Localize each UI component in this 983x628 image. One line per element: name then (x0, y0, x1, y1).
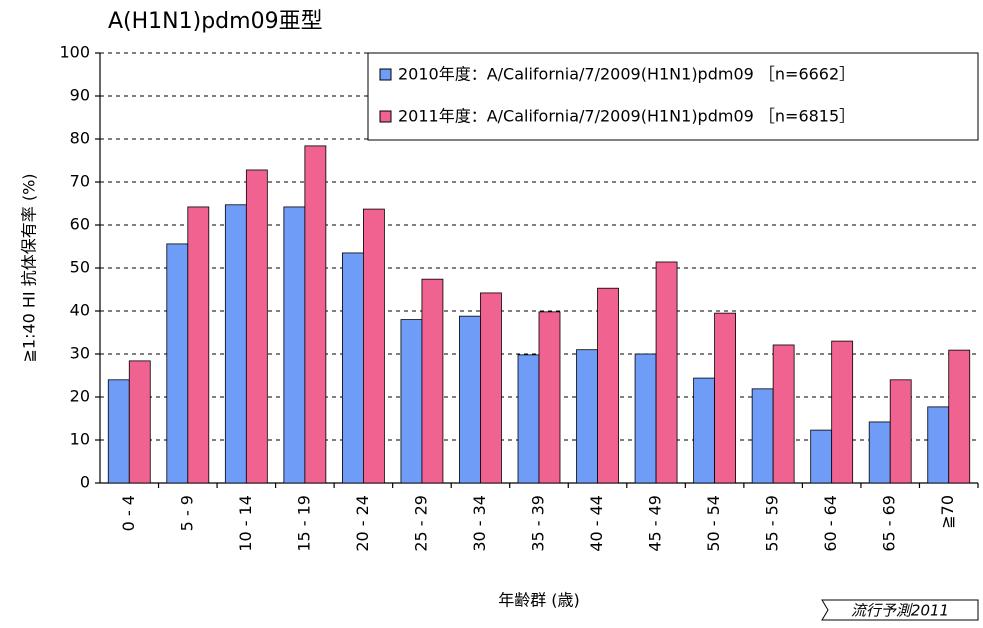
bar (421, 278, 444, 484)
bar (889, 379, 912, 484)
bar (714, 312, 736, 484)
legend-label: 2011年度：A/California/7/2009(H1N1)pdm09 ［n… (398, 107, 855, 126)
legend-swatch (379, 110, 392, 123)
bar (634, 353, 657, 484)
x-tick-label: 20 - 24 (353, 495, 372, 552)
bar (304, 145, 327, 484)
bar (187, 206, 210, 484)
bar (362, 208, 385, 484)
bar (693, 377, 715, 484)
bar (166, 243, 189, 484)
y-tick-label: 50 (70, 258, 90, 277)
bar (480, 292, 502, 484)
y-tick-label: 100 (59, 43, 90, 62)
y-tick-label: 0 (80, 473, 90, 492)
x-tick-label: 15 - 19 (294, 495, 313, 552)
x-tick-label: ≧70 (938, 495, 957, 529)
x-tick-label: 35 - 39 (529, 495, 548, 552)
bar (597, 287, 619, 484)
bar (810, 429, 833, 484)
bar (400, 319, 423, 484)
chart-title: A(H1N1)pdm09亜型 (108, 9, 323, 34)
bar (927, 406, 950, 484)
bar (831, 340, 854, 484)
bar (655, 261, 678, 484)
legend-swatch (379, 68, 392, 81)
bar (772, 344, 795, 484)
bar (459, 315, 481, 484)
y-tick-label: 90 (70, 86, 90, 105)
bar (948, 349, 971, 484)
x-tick-label: 40 - 44 (587, 495, 606, 552)
x-tick-label: 5 - 9 (177, 495, 196, 531)
bar (107, 379, 130, 484)
y-axis-label: ≧1:40 HI 抗体保有率 (%) (20, 173, 39, 362)
bar (576, 349, 598, 484)
x-tick-label: 65 - 69 (880, 495, 899, 552)
bar (517, 354, 540, 484)
x-tick-label: 55 - 59 (763, 495, 782, 552)
bar (245, 169, 268, 484)
footer: 流行予測2011 (851, 602, 949, 620)
x-tick-label: 60 - 64 (821, 495, 840, 552)
bar (751, 388, 774, 484)
x-tick-label: 50 - 54 (704, 495, 723, 552)
bar (128, 360, 151, 484)
y-tick-label: 60 (70, 215, 90, 234)
y-tick-label: 80 (70, 129, 90, 148)
y-tick-label: 40 (70, 301, 90, 320)
x-tick-label: 25 - 29 (411, 495, 430, 552)
y-tick-label: 20 (70, 387, 90, 406)
x-axis-label: 年齢群 (歳) (498, 591, 580, 610)
y-tick-label: 30 (70, 344, 90, 363)
y-tick-label: 70 (70, 172, 90, 191)
bar (868, 421, 891, 484)
footer-box (821, 599, 979, 621)
y-tick-label: 10 (70, 430, 90, 449)
x-tick-label: 30 - 34 (470, 495, 489, 552)
legend-label: 2010年度：A/California/7/2009(H1N1)pdm09 ［n… (398, 65, 855, 84)
legend-box (367, 52, 979, 141)
bar (341, 252, 364, 484)
x-tick-label: 45 - 49 (646, 495, 665, 552)
x-tick-label: 0 - 4 (119, 495, 138, 531)
x-tick-label: 10 - 14 (236, 495, 255, 552)
bar (283, 206, 306, 484)
bar (224, 204, 247, 484)
bar (538, 311, 561, 484)
